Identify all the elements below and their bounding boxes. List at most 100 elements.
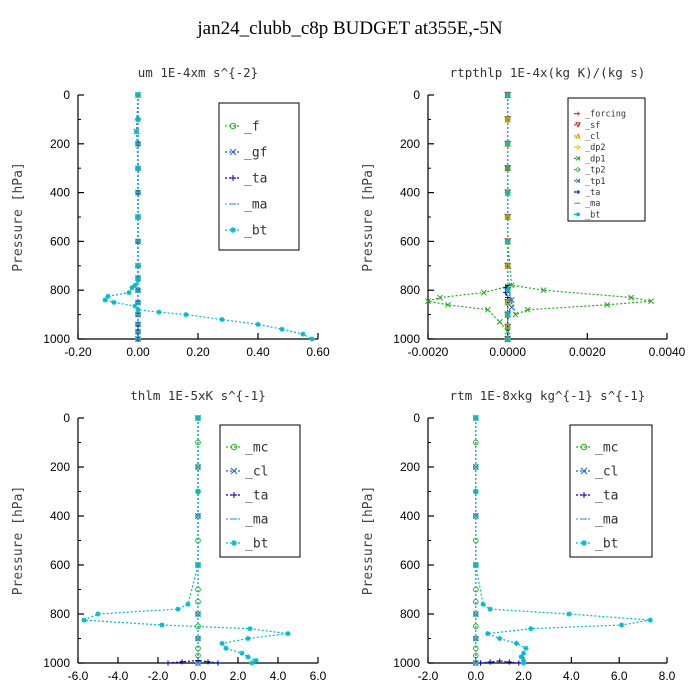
legend-swatch-marker <box>576 111 580 116</box>
data-point <box>505 92 511 98</box>
series-bt <box>81 415 291 666</box>
panel-title: thlm 1E-5xK s^{-1} <box>130 388 265 403</box>
legend-label: _f <box>244 120 260 135</box>
data-point <box>505 238 511 244</box>
data-point <box>513 640 520 646</box>
legend-label: _ma <box>595 513 618 528</box>
data-point <box>512 311 519 318</box>
legend-swatch-marker <box>580 443 588 451</box>
x-tick-label: 0.0 <box>467 669 484 683</box>
data-point <box>239 650 245 656</box>
data-point <box>215 660 221 666</box>
data-point <box>183 312 189 318</box>
data-point <box>473 488 479 495</box>
data-point <box>566 611 572 617</box>
y-tick-label: 200 <box>400 460 420 474</box>
data-point <box>497 635 503 642</box>
legend-swatch-marker <box>229 148 237 156</box>
x-tick-label: 0.0020 <box>569 345 606 359</box>
legend-label: _cl <box>595 465 618 480</box>
data-point <box>195 562 201 568</box>
legend: _forcing_sf_cl_dp2_dp1 _tp2_tp1_ta_ma_bt <box>567 97 646 222</box>
data-point <box>472 652 479 659</box>
legend-label: _tp1 <box>585 177 605 187</box>
legend-label: _bt <box>245 537 268 552</box>
legend-box <box>569 424 653 558</box>
y-tick-label: 400 <box>400 509 420 523</box>
data-point <box>81 617 87 623</box>
data-point <box>135 116 141 122</box>
data-point <box>505 190 511 196</box>
x-tick-label: 0.60 <box>306 345 330 359</box>
legend-box <box>218 102 300 251</box>
data-point <box>111 299 117 305</box>
legend-swatch-marker <box>575 132 581 139</box>
data-point <box>508 304 515 311</box>
legend-label: _mc <box>595 441 618 456</box>
data-point <box>485 631 491 637</box>
legend-label: _gf <box>244 146 267 161</box>
data-point <box>618 622 625 628</box>
x-tick-label: -6.0 <box>68 669 89 683</box>
legend-swatch-marker <box>231 492 237 498</box>
x-tick-label: -2.0 <box>418 669 439 683</box>
data-point <box>484 306 491 313</box>
legend-label: _mc <box>245 441 268 456</box>
y-tick-label: 200 <box>400 137 420 151</box>
legend-swatch-marker <box>230 227 236 233</box>
x-tick-label: 4.0 <box>563 669 580 683</box>
legend: _mc _cl _ta _ma _bt <box>219 424 301 558</box>
x-tick-label: 0.00 <box>126 345 150 359</box>
data-point <box>135 307 141 313</box>
data-point <box>205 659 211 665</box>
data-point <box>132 282 138 288</box>
x-tick-label: 2.0 <box>230 669 247 683</box>
data-point <box>249 660 255 666</box>
legend-swatch-marker <box>576 190 580 194</box>
data-point <box>253 657 259 664</box>
panel-title: rtpthlp 1E-4x(kg K)/(kg s) <box>450 65 646 80</box>
y-tick-label: 800 <box>50 283 70 297</box>
series-ta <box>165 657 221 666</box>
legend-swatch-marker <box>575 122 581 128</box>
data-point <box>487 606 493 612</box>
data-point <box>504 116 511 123</box>
data-point <box>505 312 511 318</box>
legend-label: _dp2 <box>585 143 605 153</box>
legend-label: _bt <box>244 224 267 239</box>
data-point <box>179 659 185 665</box>
data-point <box>126 290 132 296</box>
chart-panel-4: rtm 1E-8xkg kg^{-1} s^{-1} Pressure [hPa]… <box>361 388 676 683</box>
data-point <box>300 331 306 337</box>
data-point <box>480 289 487 296</box>
chart-panel-1: um 1E-4xm s^{-2} Pressure [hPa] 0 200 400 600… <box>11 65 330 359</box>
x-tick-label: 0.0040 <box>649 345 686 359</box>
data-point <box>133 129 140 135</box>
y-tick-label: 1000 <box>43 656 70 670</box>
legend-label: _forcing <box>585 110 626 120</box>
legend-label: _tp2 <box>585 166 605 176</box>
data-point <box>175 606 181 612</box>
y-tick-label: 1000 <box>393 332 420 346</box>
y-tick-label: 0 <box>63 411 70 425</box>
x-tick-label: -4.0 <box>108 669 129 683</box>
data-point <box>505 336 511 342</box>
legend-swatch-marker <box>581 492 587 498</box>
y-tick-label: 0 <box>413 88 420 102</box>
data-point <box>604 301 611 308</box>
y-tick-label: 600 <box>50 234 70 248</box>
x-tick-label: 0.0000 <box>489 345 526 359</box>
legend: _mc _cl _ta _ma _bt <box>569 424 653 558</box>
data-point <box>247 626 253 632</box>
series-bt <box>102 92 315 342</box>
data-point <box>523 645 529 651</box>
y-tick-label: 200 <box>50 460 70 474</box>
x-tick-label: 8.0 <box>659 669 676 683</box>
x-tick-label: 0.0 <box>190 669 207 683</box>
data-point <box>647 617 653 623</box>
legend-label: _ta <box>595 489 618 504</box>
legend-label: _bt <box>595 537 618 552</box>
data-point <box>518 654 524 660</box>
data-point <box>159 622 165 628</box>
